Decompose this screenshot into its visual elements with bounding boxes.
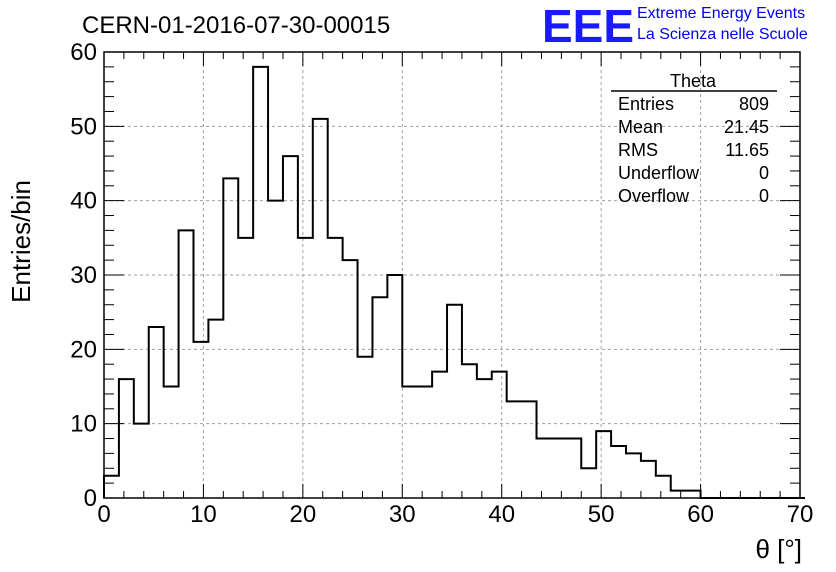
histogram-bin [343, 260, 358, 498]
x-tick-label: 40 [488, 501, 515, 528]
histogram-bin [149, 327, 164, 498]
histogram-bin [164, 387, 179, 499]
histogram-bin [119, 379, 134, 498]
x-tick-label: 20 [290, 501, 317, 528]
histogram-bin [238, 238, 253, 498]
histogram-bin [656, 476, 671, 498]
stats-label: RMS [618, 140, 658, 160]
histogram-bin [283, 156, 298, 498]
x-tick-label: 10 [190, 501, 217, 528]
histogram-bin [193, 342, 208, 498]
histogram-bin [581, 468, 596, 498]
histogram-bin [358, 357, 373, 498]
stats-rows: Entries 809 Mean 21.45 RMS 11.65 Underflow 0 Ove… [618, 94, 769, 206]
histogram-bin [134, 424, 149, 498]
histogram-bin [179, 230, 194, 498]
stats-value: 0 [759, 163, 769, 183]
histogram-bin [492, 372, 507, 498]
y-tick-label: 10 [70, 411, 97, 438]
histogram-bin [298, 238, 313, 498]
axis-ticks [103, 51, 801, 499]
stats-value: 11.65 [725, 140, 769, 160]
histogram-bin [253, 67, 268, 498]
histogram-bin [208, 320, 223, 498]
stats-label: Mean [618, 117, 663, 137]
histogram-bin [447, 305, 462, 498]
x-tick-label: 0 [97, 501, 110, 528]
histogram-bin [268, 201, 283, 498]
histogram-bin [551, 439, 566, 498]
eee-logo-line2: La Scienza nelle Scuole [637, 26, 808, 43]
histogram-outline [103, 65, 805, 499]
eee-logo-line1: Extreme Energy Events [637, 5, 805, 22]
histogram-bin [372, 297, 387, 498]
y-tick-label: 30 [70, 262, 97, 289]
stats-value: 809 [739, 94, 769, 114]
y-tick-label: 0 [84, 485, 97, 512]
histogram-bin [328, 238, 343, 498]
histogram-bin [223, 178, 238, 498]
histogram-bin [387, 275, 402, 498]
histogram-bin [104, 476, 119, 498]
x-axis-label: θ [°] [755, 534, 802, 564]
histogram-bin [432, 372, 447, 498]
y-tick-label: 60 [70, 39, 97, 66]
stats-value: 0 [759, 186, 769, 206]
stats-label: Underflow [618, 163, 700, 183]
histogram-bin [686, 491, 701, 498]
stats-label: Entries [618, 94, 674, 114]
histogram-bin [477, 379, 492, 498]
histogram-bin [611, 446, 626, 498]
histogram-bin [417, 387, 432, 499]
y-tick-label: 20 [70, 336, 97, 363]
histogram-bin [596, 431, 611, 498]
histogram-bin [641, 461, 656, 498]
run-title: CERN-01-2016-07-30-00015 [82, 12, 390, 39]
eee-logo: EEE Extreme Energy Events La Scienza nel… [542, 0, 808, 52]
histogram-bin [313, 119, 328, 498]
x-tick-label: 50 [588, 501, 615, 528]
stats-value: 21.45 [724, 117, 769, 137]
histogram-bin [522, 401, 537, 498]
histogram-bin [537, 439, 552, 498]
y-axis-label: Entries/bin [6, 180, 36, 303]
histogram-bin [462, 364, 477, 498]
x-tick-label: 30 [389, 501, 416, 528]
histogram-bin [671, 491, 686, 498]
x-tick-label: 70 [787, 501, 814, 528]
grid [104, 52, 800, 498]
y-tick-label: 40 [70, 188, 97, 215]
histogram-bin [402, 387, 417, 499]
histogram-bin [507, 401, 522, 498]
y-tick-labels: 0 10 20 30 40 50 60 [70, 39, 97, 512]
histogram [103, 65, 805, 499]
stats-box: Theta Entries 809 Mean 21.45 RMS 11.65 Underfl… [611, 71, 777, 206]
eee-logo-text: EEE [542, 0, 634, 52]
x-tick-labels: 0 10 20 30 40 50 60 70 [97, 501, 813, 528]
stats-label: Overflow [618, 186, 690, 206]
stats-title: Theta [670, 71, 717, 91]
histogram-bin [626, 453, 641, 498]
x-tick-label: 60 [687, 501, 714, 528]
y-tick-label: 50 [70, 113, 97, 140]
histogram-bin [566, 439, 581, 498]
